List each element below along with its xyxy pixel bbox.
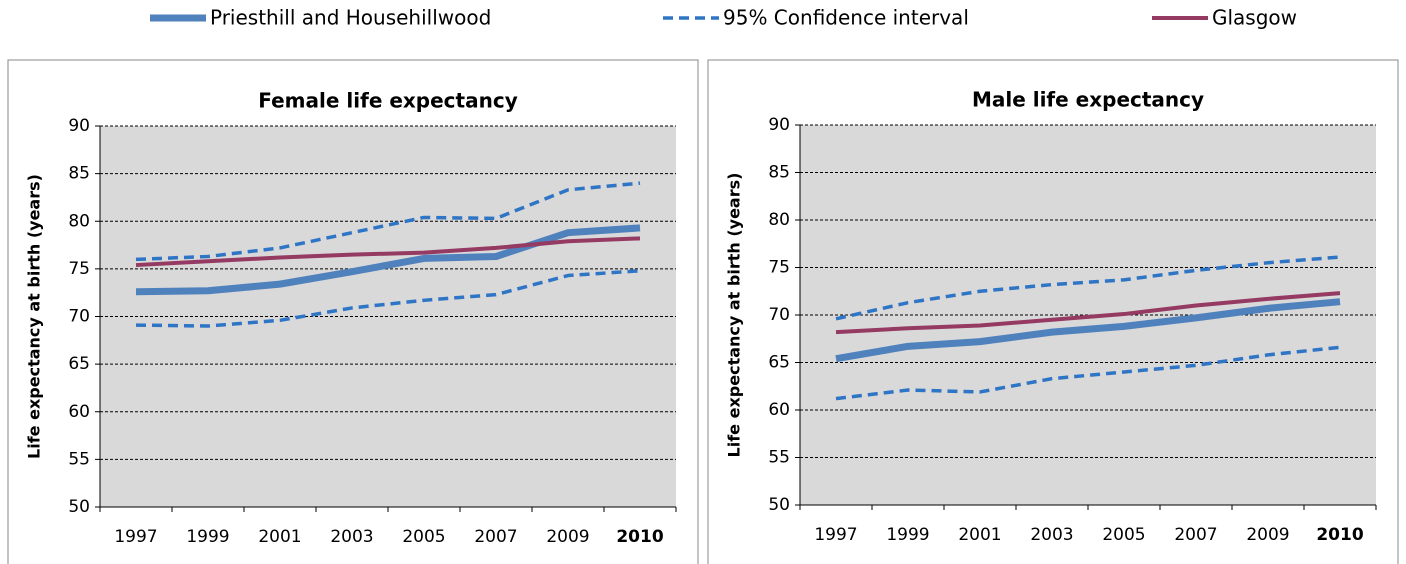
y-tick-label: 50 xyxy=(68,497,90,517)
y-tick-label: 90 xyxy=(768,115,790,135)
y-tick-label: 70 xyxy=(768,305,790,325)
series-line xyxy=(835,291,1341,335)
x-tick-label: 2010 xyxy=(1316,525,1363,545)
y-tick-label: 80 xyxy=(768,210,790,230)
x-tick-label: 2007 xyxy=(474,527,517,547)
y-tick-label: 75 xyxy=(68,259,90,279)
legend-label: 95% Confidence interval xyxy=(723,6,969,30)
legend-label: Priesthill and Househillwood xyxy=(210,6,491,30)
y-tick-label: 75 xyxy=(768,258,790,278)
series-line xyxy=(835,298,1341,363)
y-tick-label: 65 xyxy=(768,353,790,373)
y-tick-label: 60 xyxy=(768,400,790,420)
x-tick-label: 2003 xyxy=(330,527,373,547)
y-tick-label: 70 xyxy=(68,307,90,327)
x-tick-label: 2007 xyxy=(1174,525,1217,545)
y-tick-label: 60 xyxy=(68,402,90,422)
y-tick-label: 65 xyxy=(68,354,90,374)
y-tick-label: 50 xyxy=(768,495,790,515)
x-tick-label: 1997 xyxy=(814,525,857,545)
x-tick-label: 1999 xyxy=(186,527,229,547)
y-axis-label: Life expectancy at birth (years) xyxy=(25,174,44,459)
x-tick-label: 1999 xyxy=(886,525,929,545)
y-tick-label: 55 xyxy=(68,449,90,469)
x-tick-label: 2001 xyxy=(258,527,301,547)
x-tick-label: 2001 xyxy=(958,525,1001,545)
y-axis-label: Life expectancy at birth (years) xyxy=(725,173,744,458)
x-tick-label: 2010 xyxy=(616,527,663,547)
y-tick-label: 90 xyxy=(68,116,90,136)
series-line xyxy=(135,181,641,262)
series-line xyxy=(135,269,641,328)
x-tick-label: 2009 xyxy=(1246,525,1289,545)
y-tick-label: 85 xyxy=(68,164,90,184)
y-tick-label: 80 xyxy=(68,211,90,231)
chart-title: Female life expectancy xyxy=(258,89,517,113)
series-line xyxy=(835,345,1341,401)
x-tick-label: 2005 xyxy=(402,527,445,547)
chart-title: Male life expectancy xyxy=(972,88,1204,112)
series-line xyxy=(835,255,1341,321)
y-tick-label: 85 xyxy=(768,163,790,183)
legend-label: Glasgow xyxy=(1212,6,1297,30)
x-tick-label: 2003 xyxy=(1030,525,1073,545)
x-tick-label: 2005 xyxy=(1102,525,1145,545)
x-tick-label: 2009 xyxy=(546,527,589,547)
series-line xyxy=(135,224,641,296)
series-line xyxy=(135,236,641,268)
x-tick-label: 1997 xyxy=(114,527,157,547)
y-tick-label: 55 xyxy=(768,448,790,468)
